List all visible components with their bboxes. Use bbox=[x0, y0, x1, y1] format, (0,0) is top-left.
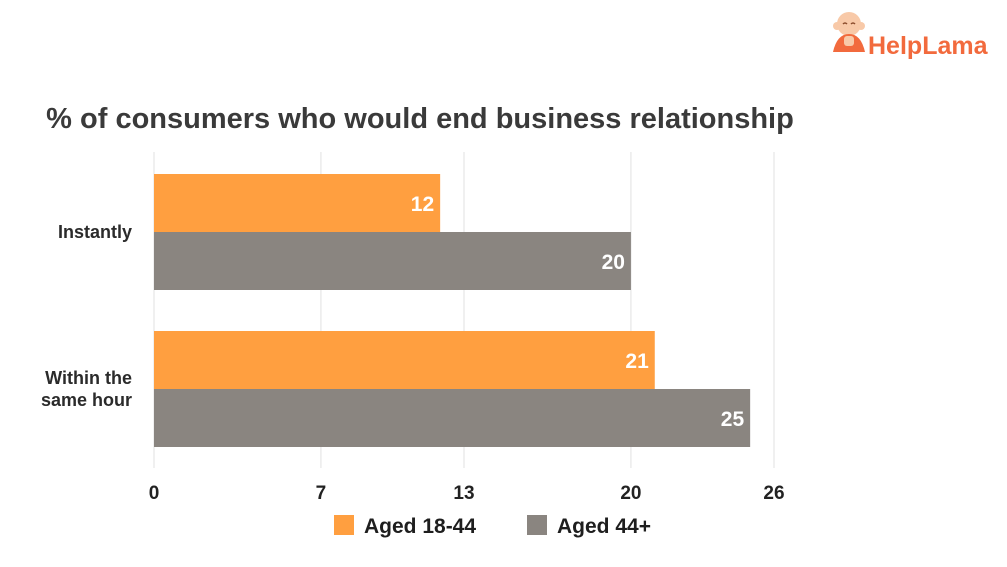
monk-mascot-icon bbox=[833, 12, 865, 52]
x-tick-label: 26 bbox=[763, 483, 784, 504]
category-label: Within the same hour bbox=[41, 368, 132, 410]
bar-aged-18-44 bbox=[154, 331, 655, 389]
category-labels: Instantly Within the same hour bbox=[41, 222, 132, 410]
bar-value-label: 20 bbox=[602, 251, 625, 274]
bar-aged-18-44 bbox=[154, 174, 441, 232]
legend-swatch-aged-44-plus bbox=[527, 515, 547, 535]
bar-aged-44-plus bbox=[154, 232, 631, 290]
bar-aged-44-plus bbox=[154, 389, 751, 447]
svg-text:HelpLama: HelpLama bbox=[868, 32, 989, 60]
chart-title: % of consumers who would end business re… bbox=[46, 103, 794, 135]
category-label-line: same hour bbox=[41, 390, 132, 410]
legend-swatch-aged-18-44 bbox=[334, 515, 354, 535]
category-label-line: Within the bbox=[45, 368, 132, 388]
legend-label-aged-44-plus: Aged 44+ bbox=[557, 515, 651, 538]
bars bbox=[154, 174, 751, 447]
brand-name-part1: Help bbox=[868, 32, 922, 60]
category-label: Instantly bbox=[58, 222, 132, 242]
x-tick-label: 13 bbox=[453, 483, 474, 504]
brand-name-part2: Lama bbox=[922, 32, 988, 60]
x-tick-label: 20 bbox=[620, 483, 641, 504]
bar-value-label: 21 bbox=[625, 350, 649, 373]
legend-label-aged-18-44: Aged 18-44 bbox=[364, 515, 476, 538]
category-label-line: Instantly bbox=[58, 222, 132, 242]
x-tick-label: 7 bbox=[316, 483, 327, 504]
brand-logo: HelpLama bbox=[833, 12, 989, 60]
bar-value-label: 25 bbox=[721, 408, 745, 431]
x-tick-label: 0 bbox=[149, 483, 160, 504]
legend: Aged 18-44 Aged 44+ bbox=[334, 515, 651, 538]
value-labels: 12 21 20 25 bbox=[411, 193, 745, 431]
bar-value-label: 12 bbox=[411, 193, 434, 216]
x-axis-ticks: 0 7 13 20 26 bbox=[149, 483, 785, 504]
